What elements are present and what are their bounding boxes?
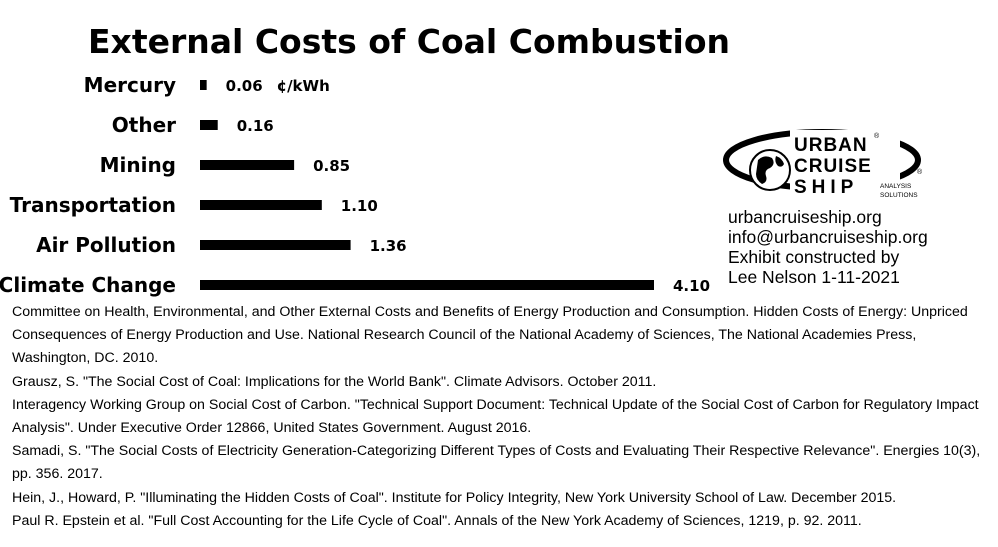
reference-item: Hein, J., Howard, P. "Illuminating the H…	[12, 489, 897, 506]
value-label: 0.16	[237, 117, 274, 135]
logo-line1: URBAN	[794, 135, 868, 156]
website-text: urbancruiseship.org	[728, 207, 882, 227]
bar	[200, 200, 322, 210]
reference-item: Samadi, S. "The Social Costs of Electric…	[12, 443, 981, 483]
credit-line-1: Exhibit constructed by	[728, 247, 900, 267]
bar	[200, 160, 295, 170]
value-label: 0.06	[226, 77, 263, 95]
bar	[200, 240, 351, 250]
logo-line2: CRUISE	[794, 156, 872, 177]
logo-line3: SHIP	[794, 177, 858, 198]
reference-item: Committee on Health, Environmental, and …	[12, 304, 968, 367]
value-label: 0.85	[313, 157, 350, 175]
bar-chart: Mercury 0.06 ¢/kWh Other 0.16 Mining 0.85 Trans…	[0, 73, 710, 297]
category-label: Mining	[100, 153, 176, 177]
reference-item: Interagency Working Group on Social Cost…	[12, 396, 979, 437]
unit-label: ¢/kWh	[277, 77, 330, 95]
globe-icon	[749, 149, 791, 191]
bar	[200, 120, 218, 130]
urban-cruise-ship-logo: URBAN CRUISE SHIP ® ® ANALYSIS SOLUTIONS	[723, 129, 923, 199]
value-label: 4.10	[673, 277, 710, 295]
category-label: Mercury	[84, 73, 176, 97]
contact-block: urbancruiseship.org info@urbancruiseship…	[728, 207, 928, 287]
reference-item: Paul R. Epstein et al. "Full Cost Accoun…	[12, 512, 862, 529]
logo-tag2: SOLUTIONS	[880, 192, 918, 199]
globe-continents	[756, 156, 784, 184]
logo-tag1: ANALYSIS	[880, 183, 912, 190]
reference-item: Grausz, S. "The Social Cost of Coal: Imp…	[12, 373, 657, 390]
logo-registered-mark: ®	[874, 132, 880, 140]
email-text: info@urbancruiseship.org	[728, 227, 928, 247]
references-list: Committee on Health, Environmental, and …	[12, 301, 992, 533]
category-label: Other	[112, 113, 176, 137]
logo-registered-mark-2: ®	[917, 168, 923, 176]
category-label: Transportation	[10, 193, 176, 217]
chart-title: External Costs of Coal Combustion	[88, 22, 731, 61]
category-label: Air Pollution	[36, 233, 176, 257]
credit-line-2: Lee Nelson 1-11-2021	[728, 267, 900, 287]
category-label: Climate Change	[0, 273, 176, 297]
bar	[200, 80, 207, 90]
value-label: 1.10	[341, 197, 378, 215]
value-label: 1.36	[370, 237, 407, 255]
bar	[200, 280, 654, 290]
